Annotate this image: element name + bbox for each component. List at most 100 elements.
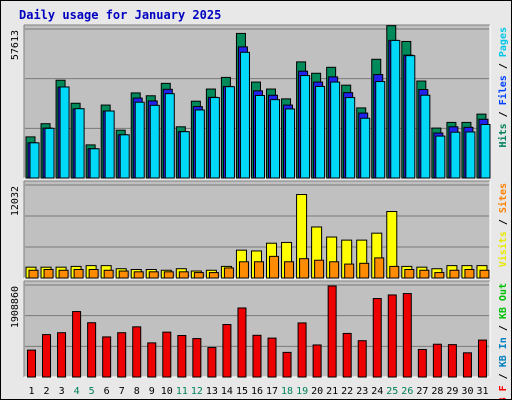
bar-kbf-day-13 [207,347,217,378]
bar-sites-day-21 [329,261,340,279]
bar-pages-day-31 [480,123,491,179]
legend-item: KB F [498,385,509,399]
x-tick-label-day-24: 24 [371,386,383,397]
bar-pages-day-6 [104,110,115,179]
bar-pages-day-22 [345,97,356,179]
bar-pages-day-3 [59,86,70,179]
legend-panel-3: KB F / KB In / KB Out [498,283,509,399]
bar-kbf-day-14 [222,324,232,378]
bar-kbf-day-1 [27,349,36,378]
x-tick-label-day-22: 22 [341,386,353,397]
bar-kbf-day-23 [357,340,367,378]
legend-item: KB In [498,337,509,367]
bar-pages-day-10 [164,93,175,179]
bar-pages-day-12 [194,109,205,179]
bar-sites-day-27 [419,269,430,279]
bar-kbf-day-6 [102,336,112,378]
bar-sites-day-28 [434,272,445,279]
bar-kbf-day-29 [447,344,457,378]
bar-sites-day-17 [269,255,280,279]
x-tick-label-day-21: 21 [326,386,338,397]
legend-item: / [498,105,509,123]
bar-pages-day-20 [315,85,326,179]
bar-sites-day-11 [178,271,189,279]
bar-pages-day-7 [119,134,130,179]
x-tick-label-day-10: 10 [161,386,173,397]
bar-kbf-day-21 [327,285,337,378]
bar-kbf-day-16 [252,334,262,378]
bar-pages-day-2 [44,127,55,179]
x-tick-label-day-18: 18 [281,386,293,397]
x-tick-label-day-20: 20 [311,386,323,397]
x-tick-label-day-27: 27 [416,386,428,397]
bar-sites-day-20 [314,259,325,279]
x-tick-label-day-14: 14 [221,386,233,397]
bar-kbf-day-31 [477,339,487,378]
legend-item: Visits [497,231,509,267]
bar-pages-day-1 [29,142,40,179]
bar-sites-day-12 [193,272,204,279]
bar-pages-day-24 [375,81,386,179]
bar-kbf-day-4 [72,311,82,378]
bar-pages-day-17 [270,99,281,179]
bar-sites-day-1 [28,269,39,279]
legend-item: / [498,367,509,385]
bar-kbf-day-3 [57,332,67,378]
x-tick-label-day-31: 31 [476,386,488,397]
bar-pages-day-26 [405,55,416,179]
bar-sites-day-14 [223,267,234,279]
legend-item: / [498,57,509,75]
x-tick-label-day-12: 12 [191,386,203,397]
bar-sites-day-22 [344,263,355,279]
bar-kbf-day-30 [462,352,472,378]
legend-item: Files [497,75,509,105]
x-tick-label-day-6: 6 [104,386,110,397]
bar-kbf-day-26 [402,293,412,378]
bar-kbf-day-15 [237,307,247,378]
x-tick-label-day-9: 9 [149,386,155,397]
bar-sites-day-26 [404,268,415,279]
bar-sites-day-24 [374,257,385,279]
x-tick-label-day-19: 19 [296,386,308,397]
bar-kbf-day-12 [192,338,202,378]
bar-kbf-day-5 [87,322,97,378]
bar-sites-day-18 [284,261,295,279]
bar-pages-day-30 [465,131,476,179]
legend-item: / [498,213,509,231]
legend-item: / [498,319,509,337]
bar-kbf-day-27 [417,348,427,378]
bar-sites-day-30 [464,268,475,279]
bar-kbf-day-28 [432,343,442,378]
bar-pages-day-4 [74,108,85,179]
bar-sites-day-23 [359,262,370,279]
bar-kbf-day-8 [132,326,142,378]
bar-sites-day-31 [479,269,490,279]
x-tick-label-day-30: 30 [461,386,473,397]
bar-kbf-day-11 [177,335,187,378]
bar-pages-day-16 [254,94,265,179]
bar-kbf-day-10 [162,331,172,378]
bar-kbf-day-22 [342,332,352,378]
legend-item: Pages [498,27,509,57]
legend-panel-1: Hits / Files / Pages [497,27,509,147]
bar-sites-day-6 [103,269,114,279]
bar-pages-day-28 [435,135,446,179]
bar-pages-day-5 [89,148,100,179]
x-tick-label-day-3: 3 [59,386,65,397]
bar-pages-day-11 [179,131,190,179]
bar-sites-day-2 [43,268,54,279]
bar-sites-day-19 [299,258,310,279]
bar-pages-day-14 [224,86,235,179]
bar-kbf-day-17 [267,337,277,378]
bar-sites-day-4 [73,268,84,279]
bar-sites-day-29 [449,269,460,279]
bar-sites-day-10 [163,271,174,279]
x-tick-label-day-11: 11 [176,386,188,397]
bar-sites-day-3 [58,269,69,279]
x-tick-label-day-17: 17 [266,386,278,397]
x-tick-label-day-7: 7 [119,386,125,397]
x-tick-label-day-5: 5 [89,386,95,397]
bar-pages-day-27 [420,94,431,179]
bar-sites-day-15 [238,261,249,279]
